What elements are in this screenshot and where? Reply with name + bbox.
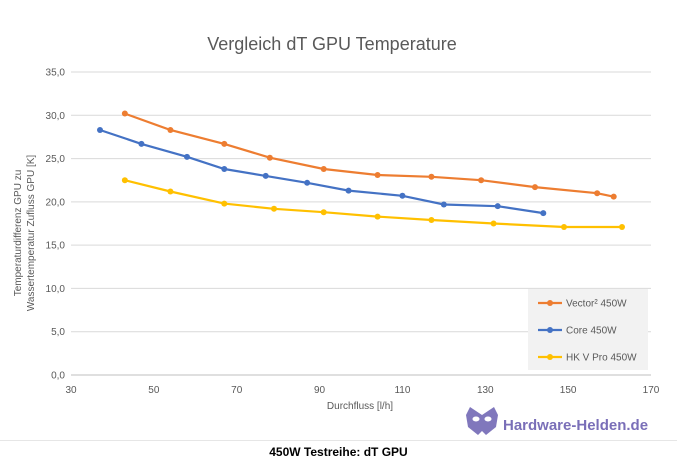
y-tick-label: 30,0	[46, 111, 66, 122]
y-tick-label: 0,0	[51, 371, 65, 382]
legend: Vector² 450W Core 450W HK V Pro 450W	[528, 289, 648, 370]
data-point	[121, 110, 128, 117]
series-line	[99, 128, 544, 215]
legend-marker	[547, 327, 553, 333]
y-tick-label: 35,0	[46, 68, 66, 79]
series-line	[124, 179, 622, 229]
data-point	[374, 213, 381, 220]
legend-label: Core 450W	[566, 326, 617, 337]
data-point	[345, 187, 352, 194]
y-tick-label: 5,0	[51, 327, 65, 338]
x-tick-label: 30	[65, 385, 77, 396]
data-point	[619, 223, 625, 230]
data-point	[478, 177, 485, 184]
data-point	[374, 172, 381, 179]
data-point	[428, 173, 435, 180]
x-tick-label: 150	[560, 385, 577, 396]
data-point	[399, 192, 406, 199]
x-tick-label: 170	[643, 385, 660, 396]
y-axis-label-line1: Temperaturdifferenz GPU zu	[13, 170, 24, 297]
y-axis-label-line2: Wassertemperatur Zufluss GPU [K]	[26, 155, 37, 312]
watermark: Hardware-Helden.de	[466, 407, 648, 435]
data-point	[138, 140, 145, 147]
x-tick-label: 90	[314, 385, 326, 396]
data-point	[428, 217, 435, 224]
data-point	[490, 220, 497, 227]
y-tick-label: 25,0	[46, 154, 66, 165]
data-point	[221, 200, 228, 207]
data-point	[221, 165, 228, 172]
data-point	[304, 179, 311, 186]
chart-caption: 450W Testreihe: dT GPU	[269, 445, 408, 459]
data-point	[184, 153, 190, 160]
line-chart: Vergleich dT GPU Temperature 0,0 5,0 10,0 1…	[13, 34, 660, 435]
data-point	[540, 210, 547, 217]
y-tick-label: 10,0	[46, 284, 66, 295]
data-point	[97, 127, 103, 134]
legend-marker	[547, 354, 553, 360]
y-tick-label: 15,0	[46, 241, 66, 252]
y-tick-label: 20,0	[46, 197, 66, 208]
legend-marker	[547, 300, 553, 306]
x-tick-label: 70	[231, 385, 243, 396]
x-tick-label: 130	[477, 385, 494, 396]
x-axis-label: Durchfluss [l/h]	[327, 401, 393, 412]
data-point	[271, 205, 277, 212]
divider	[0, 440, 677, 441]
chart-title: Vergleich dT GPU Temperature	[207, 34, 456, 54]
data-point	[594, 190, 601, 197]
chart-area: Vergleich dT GPU Temperature 0,0 5,0 10,0 1…	[13, 34, 660, 435]
legend-label: HK V Pro 450W	[566, 353, 637, 364]
watermark-text: Hardware-Helden.de	[503, 417, 648, 434]
data-point	[121, 177, 128, 184]
data-point	[221, 140, 228, 147]
legend-label: Vector² 450W	[566, 299, 627, 310]
mask-logo-icon	[466, 407, 498, 435]
data-point	[262, 172, 269, 179]
x-tick-label: 50	[148, 385, 160, 396]
data-point	[440, 201, 447, 208]
data-point	[494, 203, 501, 210]
x-tick-label: 110	[394, 385, 410, 396]
data-point	[561, 223, 567, 230]
series-line	[124, 112, 614, 198]
data-point	[320, 165, 327, 172]
data-point	[167, 188, 174, 195]
data-point	[266, 154, 273, 161]
data-point	[167, 127, 174, 134]
data-point	[610, 193, 617, 200]
data-point	[532, 184, 538, 191]
data-point	[320, 209, 327, 216]
